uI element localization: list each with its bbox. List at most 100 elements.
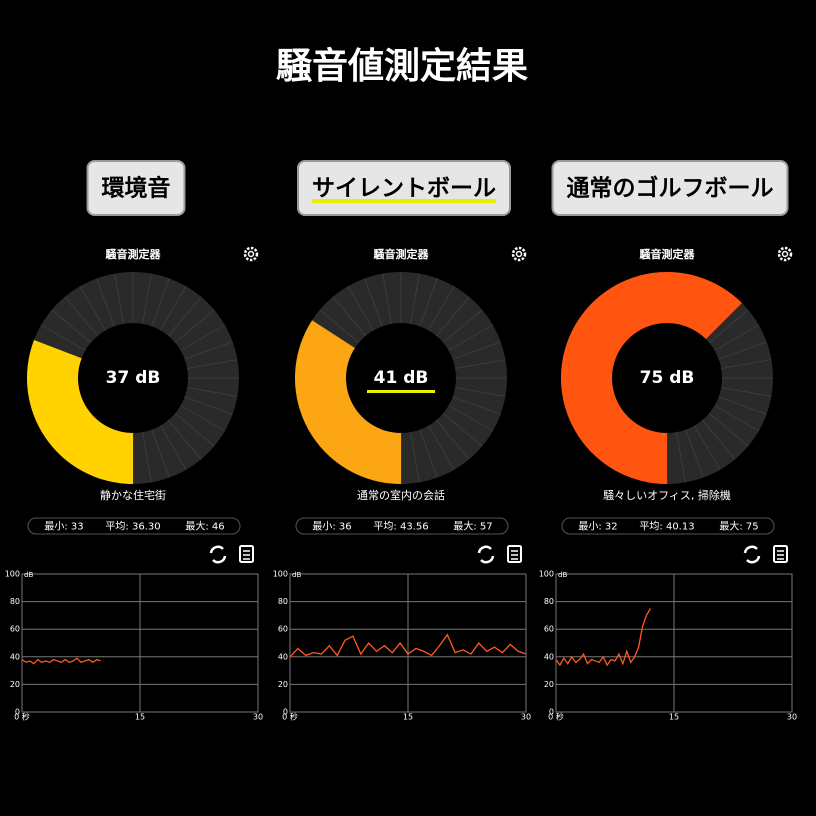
noise-description: 通常の室内の会話: [357, 488, 445, 502]
settings-icon-hole: [781, 250, 789, 258]
gauge-fill: [295, 320, 401, 484]
y-tick-label: 20: [278, 680, 288, 689]
gauge-divider: [332, 296, 367, 337]
page-title: 騒音値測定結果: [276, 46, 528, 87]
y-tick-label: 100: [539, 570, 554, 579]
y-tick-label: 40: [278, 652, 288, 661]
gauge-divider: [184, 396, 233, 415]
stats-pill: [561, 517, 775, 535]
stats-pill: [27, 517, 241, 535]
highlight-underline: [312, 199, 496, 203]
gauge-divider: [442, 412, 483, 447]
settings-icon-hole: [515, 250, 523, 258]
y-tick-label: 80: [278, 597, 288, 606]
gauge-divider: [428, 425, 455, 471]
gauge-value: 41 dB: [374, 368, 429, 388]
refresh-icon: [743, 545, 761, 564]
gauge-divider: [167, 419, 202, 460]
y-tick-label: 60: [10, 625, 20, 634]
plot-frame: [21, 573, 259, 713]
gauge-divider: [714, 405, 760, 432]
gauge-divider: [180, 324, 226, 351]
app-title: 騒音測定器: [106, 247, 162, 261]
gauge-divider: [79, 285, 106, 331]
y-axis-unit: dB: [24, 571, 33, 579]
panel-label-box: [551, 160, 789, 216]
y-tick-label: 80: [10, 597, 20, 606]
gauge-divider: [708, 412, 749, 447]
gauge-divider: [174, 412, 215, 447]
line-series: [289, 633, 527, 658]
gauge-divider: [435, 296, 470, 337]
clipboard-icon: [239, 545, 254, 563]
gauge-divider: [160, 425, 187, 471]
gauge-divider: [151, 278, 170, 327]
gauge-divider: [151, 429, 170, 478]
plot-frame: [555, 573, 793, 713]
gauge-divider: [40, 324, 86, 351]
stat: 最小: 33: [44, 521, 83, 533]
gauge-value: 75 dB: [640, 368, 695, 388]
settings-icon-hole: [247, 250, 255, 258]
gauge-divider: [419, 429, 438, 478]
gauge-divider: [160, 285, 187, 331]
gauge-divider: [184, 341, 233, 360]
gauge-divider: [96, 278, 115, 327]
noise-description: 騒々しいオフィス, 掃除機: [603, 488, 731, 502]
gauge-divider: [721, 387, 772, 397]
stat: 平均: 36.30: [105, 521, 160, 533]
gauge-divider: [452, 341, 501, 360]
y-tick-label: 80: [544, 597, 554, 606]
gauge-divider: [142, 273, 152, 324]
x-tick-label: 0 秒: [282, 712, 298, 722]
x-tick-label: 15: [135, 713, 145, 722]
noise-description: 静かな住宅街: [100, 488, 166, 502]
x-tick-label: 0 秒: [14, 712, 30, 722]
stat: 最小: 36: [312, 521, 351, 533]
y-axis-unit: dB: [558, 571, 567, 579]
gauge-divider: [187, 387, 238, 397]
gauge-divider: [410, 273, 420, 324]
line-series: [21, 657, 101, 665]
y-tick-label: 40: [544, 652, 554, 661]
gauge-divider: [685, 429, 704, 478]
gauge-divider: [714, 324, 760, 351]
gauge-divider: [448, 405, 494, 432]
line-series: [555, 608, 651, 667]
gauge-divider: [51, 309, 92, 344]
settings-icon: [777, 246, 793, 262]
stat: 最小: 32: [578, 521, 617, 533]
settings-icon: [511, 246, 527, 262]
app-title: 騒音測定器: [640, 247, 696, 261]
gauge-divider: [428, 285, 455, 331]
stat: 平均: 40.13: [639, 521, 694, 533]
panel-label: サイレントボール: [312, 176, 496, 202]
clipboard-icon: [507, 545, 522, 563]
value-underline: [367, 390, 435, 393]
gauge-fill: [561, 272, 742, 484]
x-tick-label: 15: [669, 713, 679, 722]
gauge-divider: [180, 405, 226, 432]
gauge-divider: [347, 285, 374, 331]
y-tick-label: 0: [15, 708, 20, 717]
clipboard-icon: [773, 545, 788, 563]
x-tick-label: 0 秒: [548, 712, 564, 722]
stat: 最大: 46: [185, 520, 224, 533]
panel-label: 通常のゴルフボール: [567, 175, 774, 202]
gauge-divider: [319, 309, 360, 344]
gauge-divider: [718, 396, 767, 415]
stat: 最大: 75: [719, 520, 758, 533]
gauge-divider: [452, 396, 501, 415]
y-tick-label: 100: [273, 570, 288, 579]
gauge-divider: [187, 359, 238, 369]
refresh-icon: [477, 545, 495, 564]
gauge-divider: [708, 309, 749, 344]
gauge-divider: [382, 273, 392, 324]
gauge-divider: [410, 432, 420, 483]
app-title: 騒音測定器: [374, 247, 430, 261]
gauge-divider: [721, 359, 772, 369]
y-tick-label: 20: [544, 680, 554, 689]
gauge-divider: [167, 296, 202, 337]
x-tick-label: 15: [403, 713, 413, 722]
